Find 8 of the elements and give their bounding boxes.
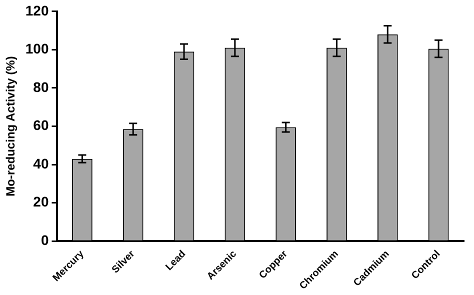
y-tick-label: 60	[33, 117, 49, 134]
y-axis-title: Mo-reducing Activity (%)	[4, 56, 18, 196]
y-tick-label: 120	[25, 2, 49, 18]
y-tick-label: 100	[25, 40, 49, 57]
y-tick-label: 80	[33, 78, 49, 95]
y-tick-label: 0	[40, 232, 49, 248]
y-tick-label: 20	[33, 194, 49, 210]
y-tick-label: 40	[33, 155, 49, 172]
